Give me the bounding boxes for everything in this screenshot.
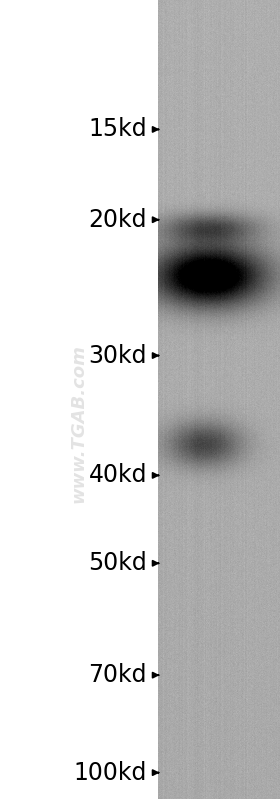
Text: 70kd: 70kd xyxy=(88,663,147,687)
Text: 30kd: 30kd xyxy=(88,344,147,368)
Text: 50kd: 50kd xyxy=(88,551,147,575)
Text: 40kd: 40kd xyxy=(88,463,147,487)
Text: 15kd: 15kd xyxy=(88,117,147,141)
Text: 100kd: 100kd xyxy=(74,761,147,785)
Text: 20kd: 20kd xyxy=(88,208,147,232)
Text: www.TGAB.com: www.TGAB.com xyxy=(69,344,87,503)
